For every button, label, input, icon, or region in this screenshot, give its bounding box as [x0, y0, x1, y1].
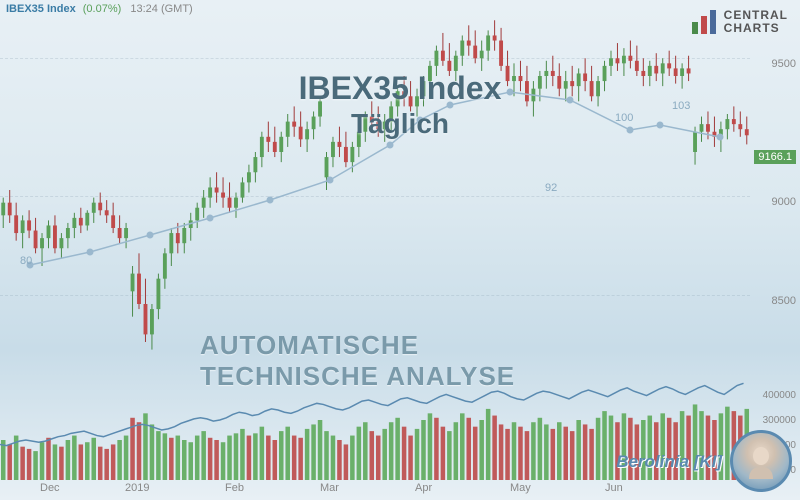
logo-text: CENTRAL CHARTS	[724, 9, 788, 35]
time-tick: May	[510, 482, 531, 494]
index-name: IBEX35 Index	[6, 3, 76, 15]
volume-tick: 400000	[763, 390, 796, 401]
overlay-value-label: 92	[545, 182, 557, 194]
time-tick: Dec	[40, 482, 60, 494]
time-tick: Feb	[225, 482, 244, 494]
chart-container: IBEX35 Index (0.07%) 13:24 (GMT) CENTRAL…	[0, 0, 800, 500]
price-change: (0.07%)	[83, 3, 122, 15]
chart-timeframe: Täglich	[351, 108, 449, 140]
time-tick: 2019	[125, 482, 149, 494]
overlay-value-label: 80	[20, 255, 32, 267]
overlay-indicator	[0, 0, 750, 380]
chart-subtitle: AUTOMATISCHE TECHNISCHE ANALYSE	[200, 330, 600, 392]
price-tick: 9500	[772, 58, 796, 70]
logo-mark-icon	[690, 8, 718, 36]
chart-header: IBEX35 Index (0.07%) 13:24 (GMT)	[6, 3, 193, 15]
volume-tick: 300000	[763, 415, 796, 426]
time-tick: Jun	[605, 482, 623, 494]
overlay-value-label: 100	[615, 112, 633, 124]
chart-title: IBEX35 Index	[299, 70, 502, 107]
brand-logo: CENTRAL CHARTS	[690, 8, 788, 36]
price-tick: 8500	[772, 295, 796, 307]
time-tick: Mar	[320, 482, 339, 494]
overlay-value-label: 103	[672, 100, 690, 112]
timestamp: 13:24 (GMT)	[130, 3, 192, 15]
author-label: Berolinia [KI]	[616, 452, 722, 472]
price-tick: 9000	[772, 196, 796, 208]
time-tick: Apr	[415, 482, 432, 494]
avatar-icon[interactable]	[730, 430, 792, 492]
time-axis: Dec 2019 Feb Mar Apr May Jun	[0, 482, 750, 498]
price-current-badge: 9166.1	[754, 150, 796, 164]
